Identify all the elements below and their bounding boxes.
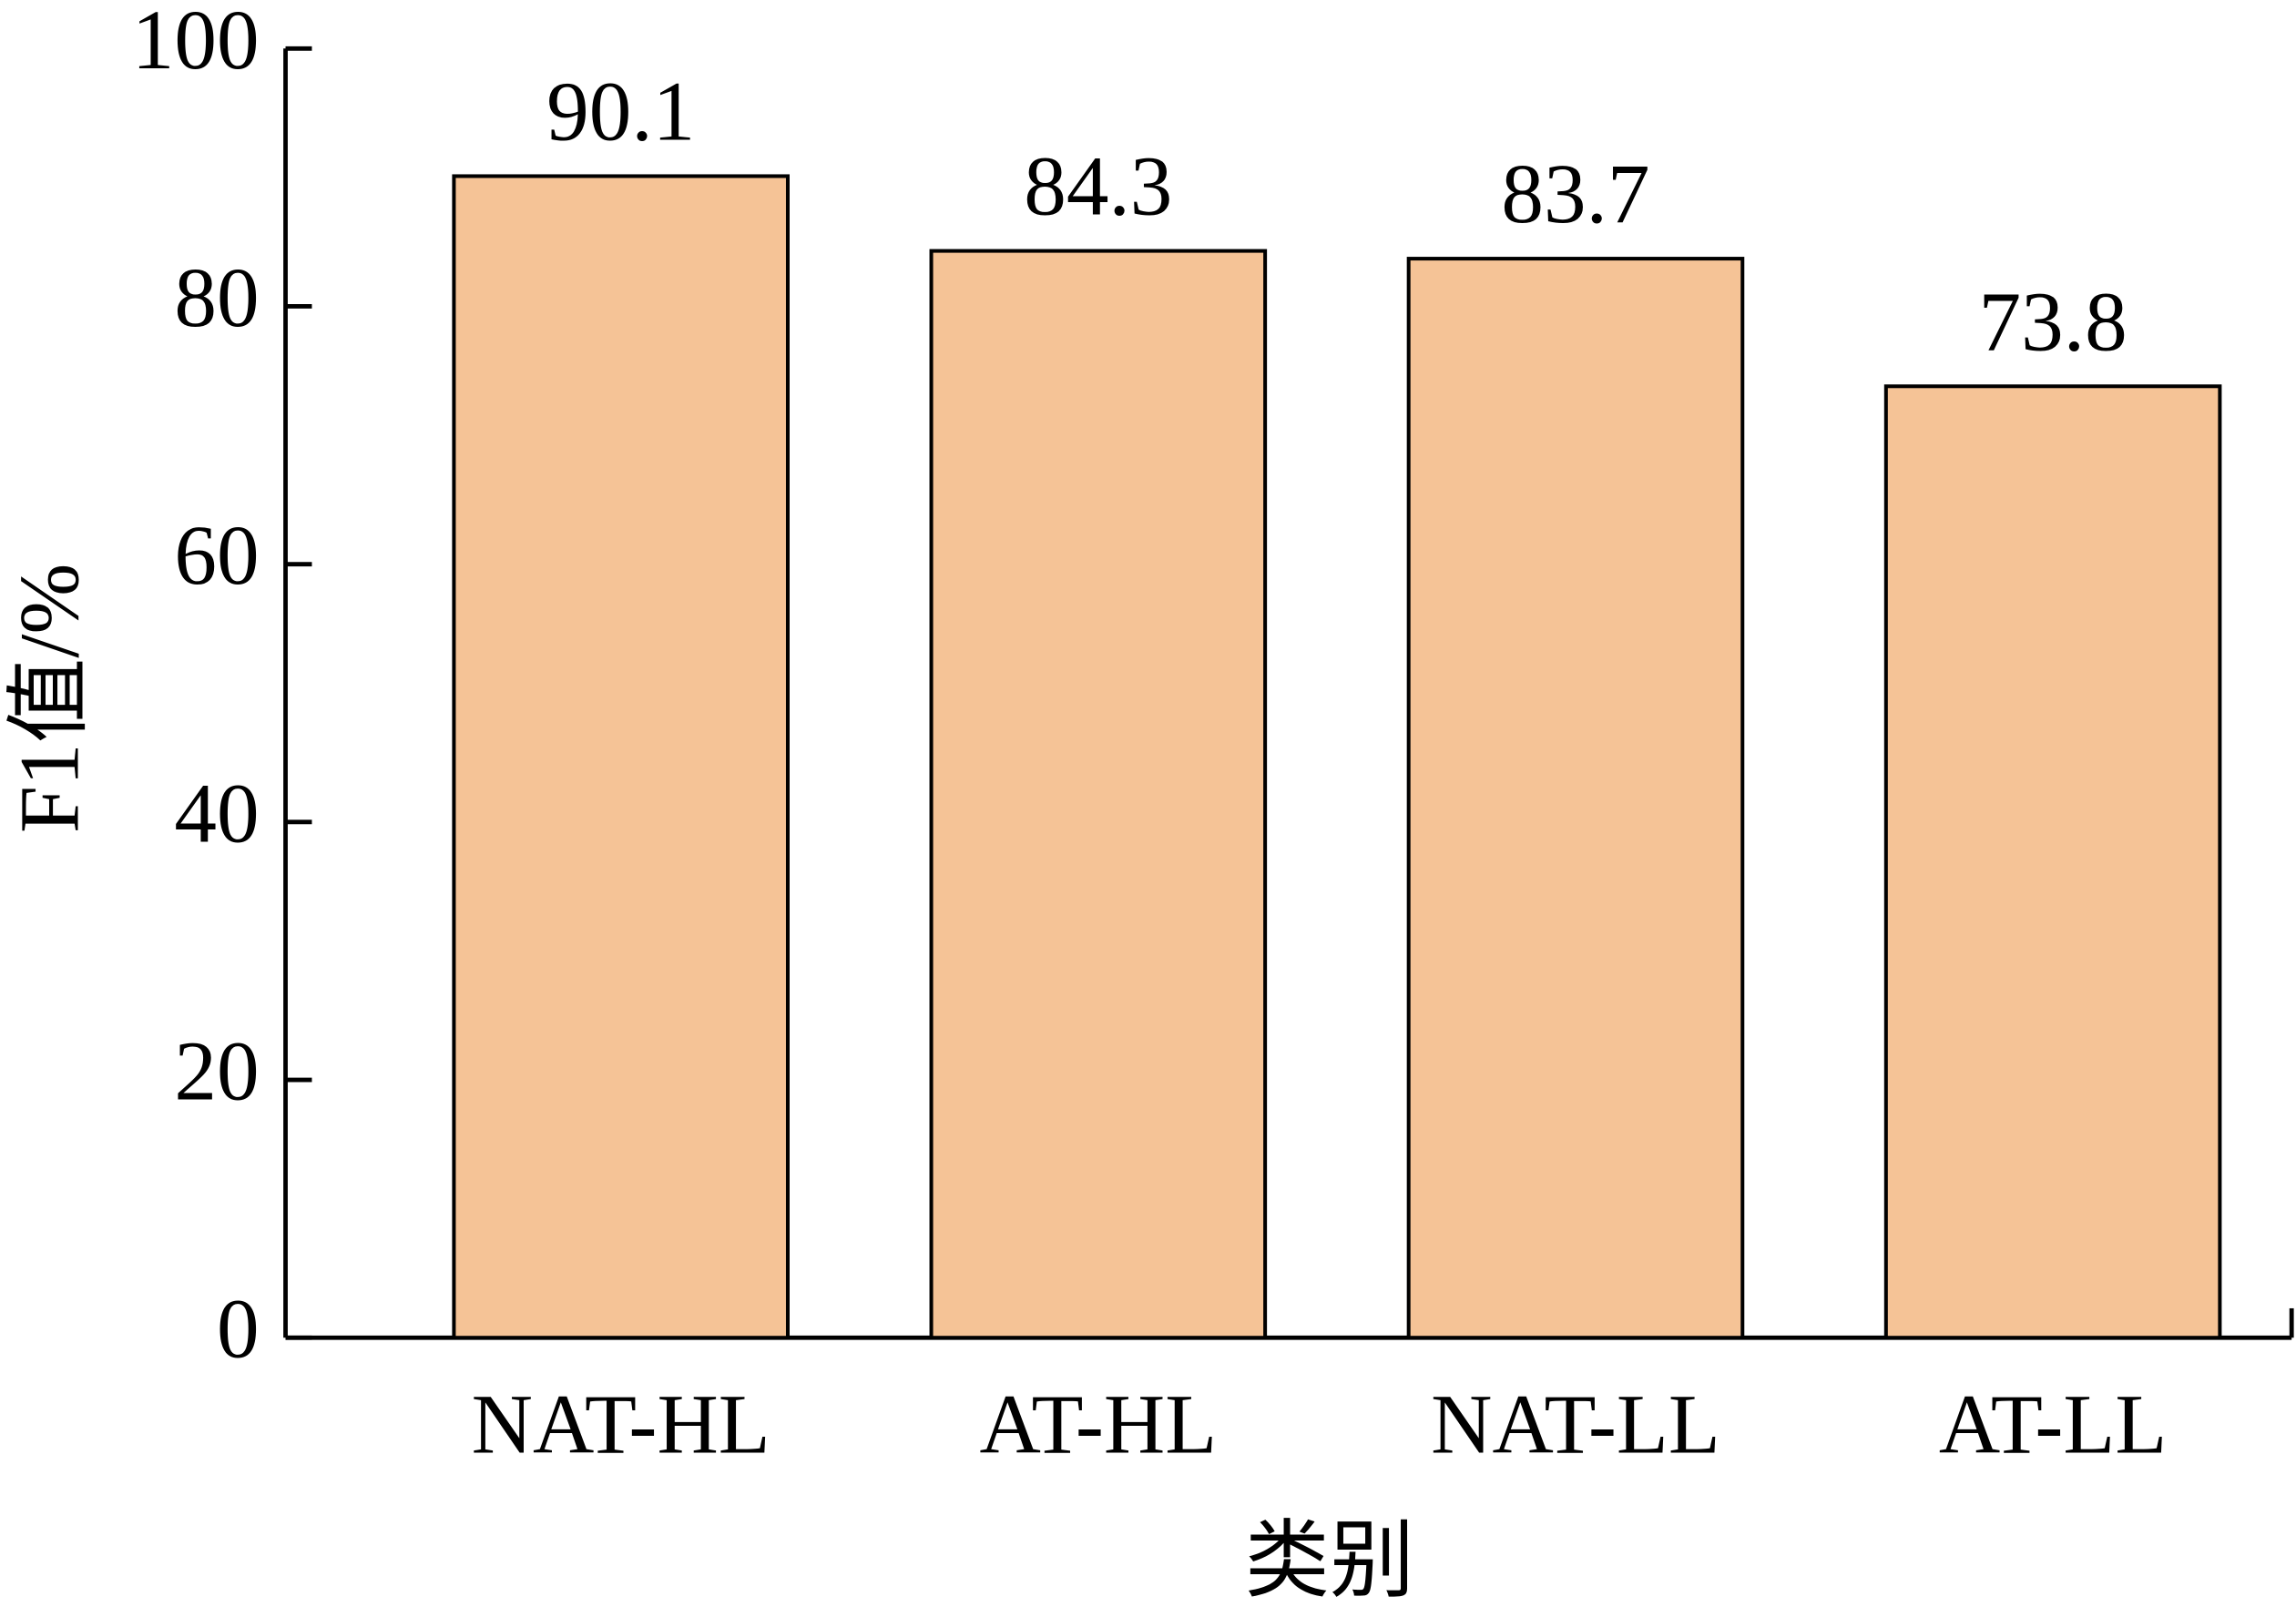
- bar: [1406, 257, 1745, 1340]
- y-tick-label: 40: [174, 767, 259, 860]
- y-tick-label: 80: [174, 251, 259, 345]
- bar: [1883, 384, 2222, 1340]
- x-axis-label: 类别: [1245, 1515, 1414, 1609]
- y-tick-label: 0: [217, 1283, 260, 1377]
- x-tick-label: AT-LL: [1939, 1378, 2167, 1471]
- bar: [452, 174, 790, 1340]
- x-tick-label: NAT-LL: [1431, 1378, 1720, 1471]
- x-tick-label: NAT-HL: [472, 1378, 770, 1471]
- y-tick-label: 20: [174, 1024, 259, 1118]
- value-label: 84.3: [1024, 140, 1172, 234]
- bar: [929, 249, 1268, 1340]
- x-tick-label: AT-HL: [979, 1378, 1217, 1471]
- y-axis-label: F1值/%: [4, 564, 97, 834]
- value-label: 73.8: [1979, 275, 2128, 369]
- y-tick-label: 100: [132, 0, 260, 87]
- y-tick-label: 60: [174, 509, 259, 603]
- value-label: 90.1: [546, 65, 695, 158]
- value-label: 83.7: [1501, 147, 1649, 241]
